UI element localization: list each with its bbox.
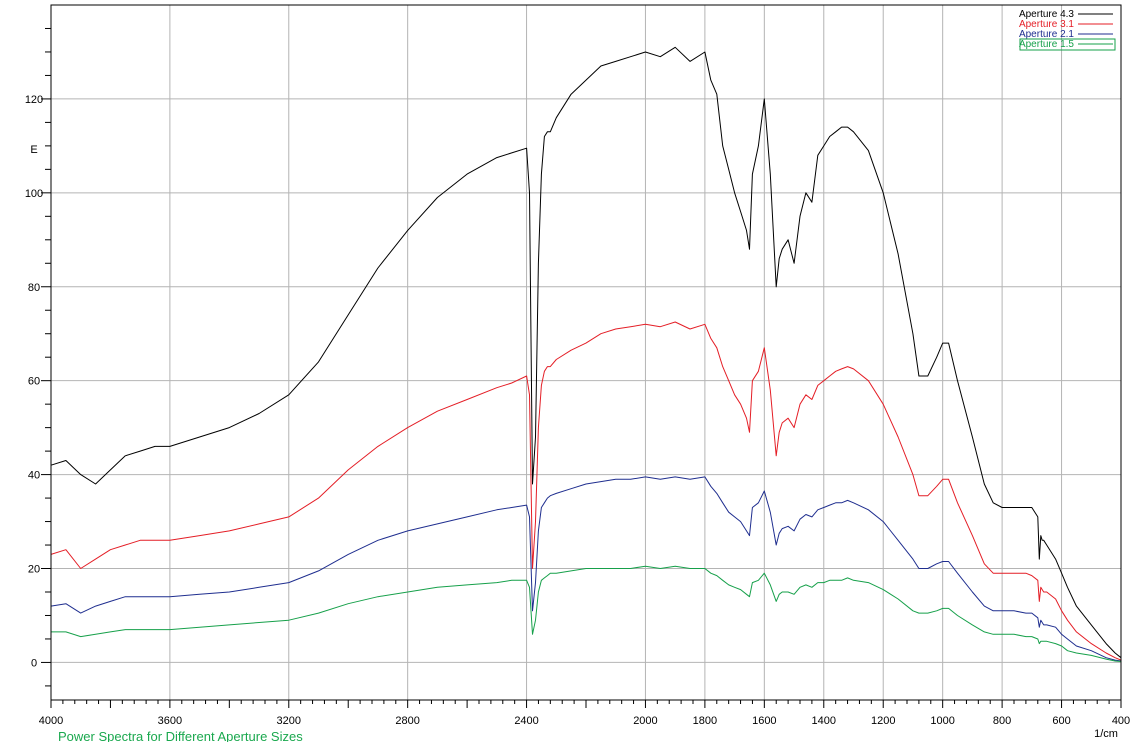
legend-label: Aperture 2.1 bbox=[1019, 29, 1074, 40]
x-tick-label: 1400 bbox=[812, 715, 836, 727]
x-tick-label: 1800 bbox=[693, 715, 717, 727]
x-axis-unit: 1/cm bbox=[1094, 728, 1118, 740]
y-tick-label: 80 bbox=[28, 282, 40, 294]
x-tick-label: 4000 bbox=[39, 715, 63, 727]
x-tick-label: 2800 bbox=[395, 715, 419, 727]
x-tick-label: 2400 bbox=[514, 715, 538, 727]
y-tick-label: 40 bbox=[28, 470, 40, 482]
x-tick-label: 400 bbox=[1112, 715, 1130, 727]
series-line-3 bbox=[50, 476, 1122, 662]
legend-label: Aperture 4.3 bbox=[1019, 9, 1074, 20]
x-tick-label: 600 bbox=[1052, 715, 1070, 727]
y-tick-label: 120 bbox=[25, 94, 43, 106]
plot-frame bbox=[50, 4, 1122, 701]
x-tick-label: 1600 bbox=[752, 715, 776, 727]
x-tick-label: 1200 bbox=[871, 715, 895, 727]
legend-label: Aperture 3.1 bbox=[1019, 19, 1074, 30]
y-tick-label: 100 bbox=[25, 188, 43, 200]
series-line-4 bbox=[51, 565, 1122, 662]
y-tick-label: 60 bbox=[28, 376, 40, 388]
x-tick-labels: 4000 3600 3200 2800 2400 2000 1800 1600 1400 1200… bbox=[39, 715, 1130, 727]
chart-caption: Power Spectra for Different Aperture Siz… bbox=[58, 729, 303, 742]
legend-label: Aperture 1.5 bbox=[1019, 39, 1074, 50]
y-tick-label: 0 bbox=[31, 657, 37, 669]
series-lines bbox=[50, 46, 1122, 662]
x-tick-label: 1000 bbox=[930, 715, 954, 727]
grid-lines bbox=[50, 5, 1122, 700]
minor-ticks bbox=[41, 27, 1122, 708]
x-tick-label: 2000 bbox=[633, 715, 657, 727]
x-tick-label: 800 bbox=[993, 715, 1011, 727]
legend-highlight-box bbox=[1019, 38, 1116, 51]
series-line-2 bbox=[50, 321, 1122, 661]
y-tick-labels: 0 20 40 60 80 100 120 bbox=[25, 94, 43, 670]
y-tick-label: 20 bbox=[28, 564, 40, 576]
x-tick-label: 3600 bbox=[158, 715, 182, 727]
series-line-1 bbox=[50, 46, 1122, 659]
x-tick-label: 3200 bbox=[277, 715, 301, 727]
y-axis-label: E bbox=[30, 144, 37, 156]
